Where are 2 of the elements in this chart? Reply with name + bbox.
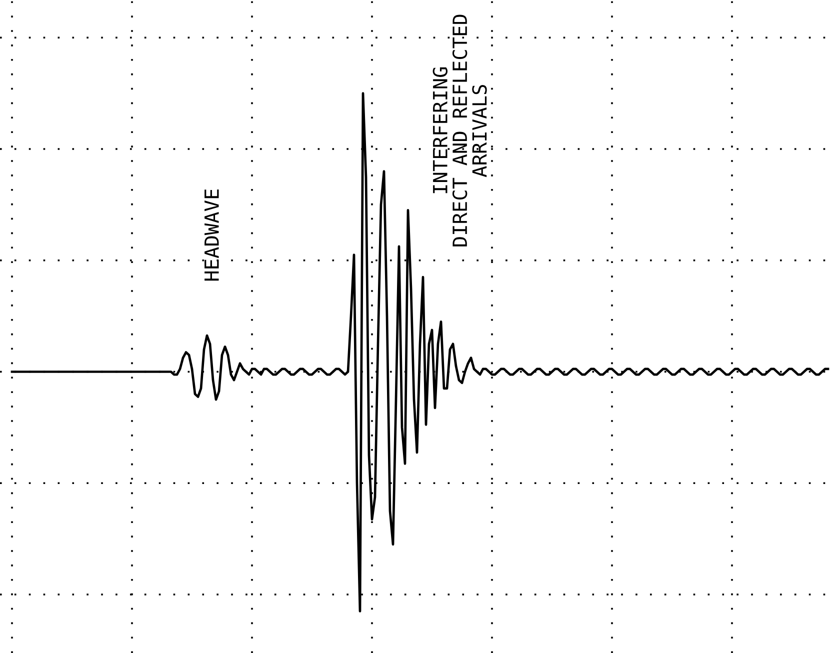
annotation: HEADWAVE [204,189,219,281]
annotation: INTERFERING DIRECT AND REFLECTED ARRIVALS [432,14,487,246]
